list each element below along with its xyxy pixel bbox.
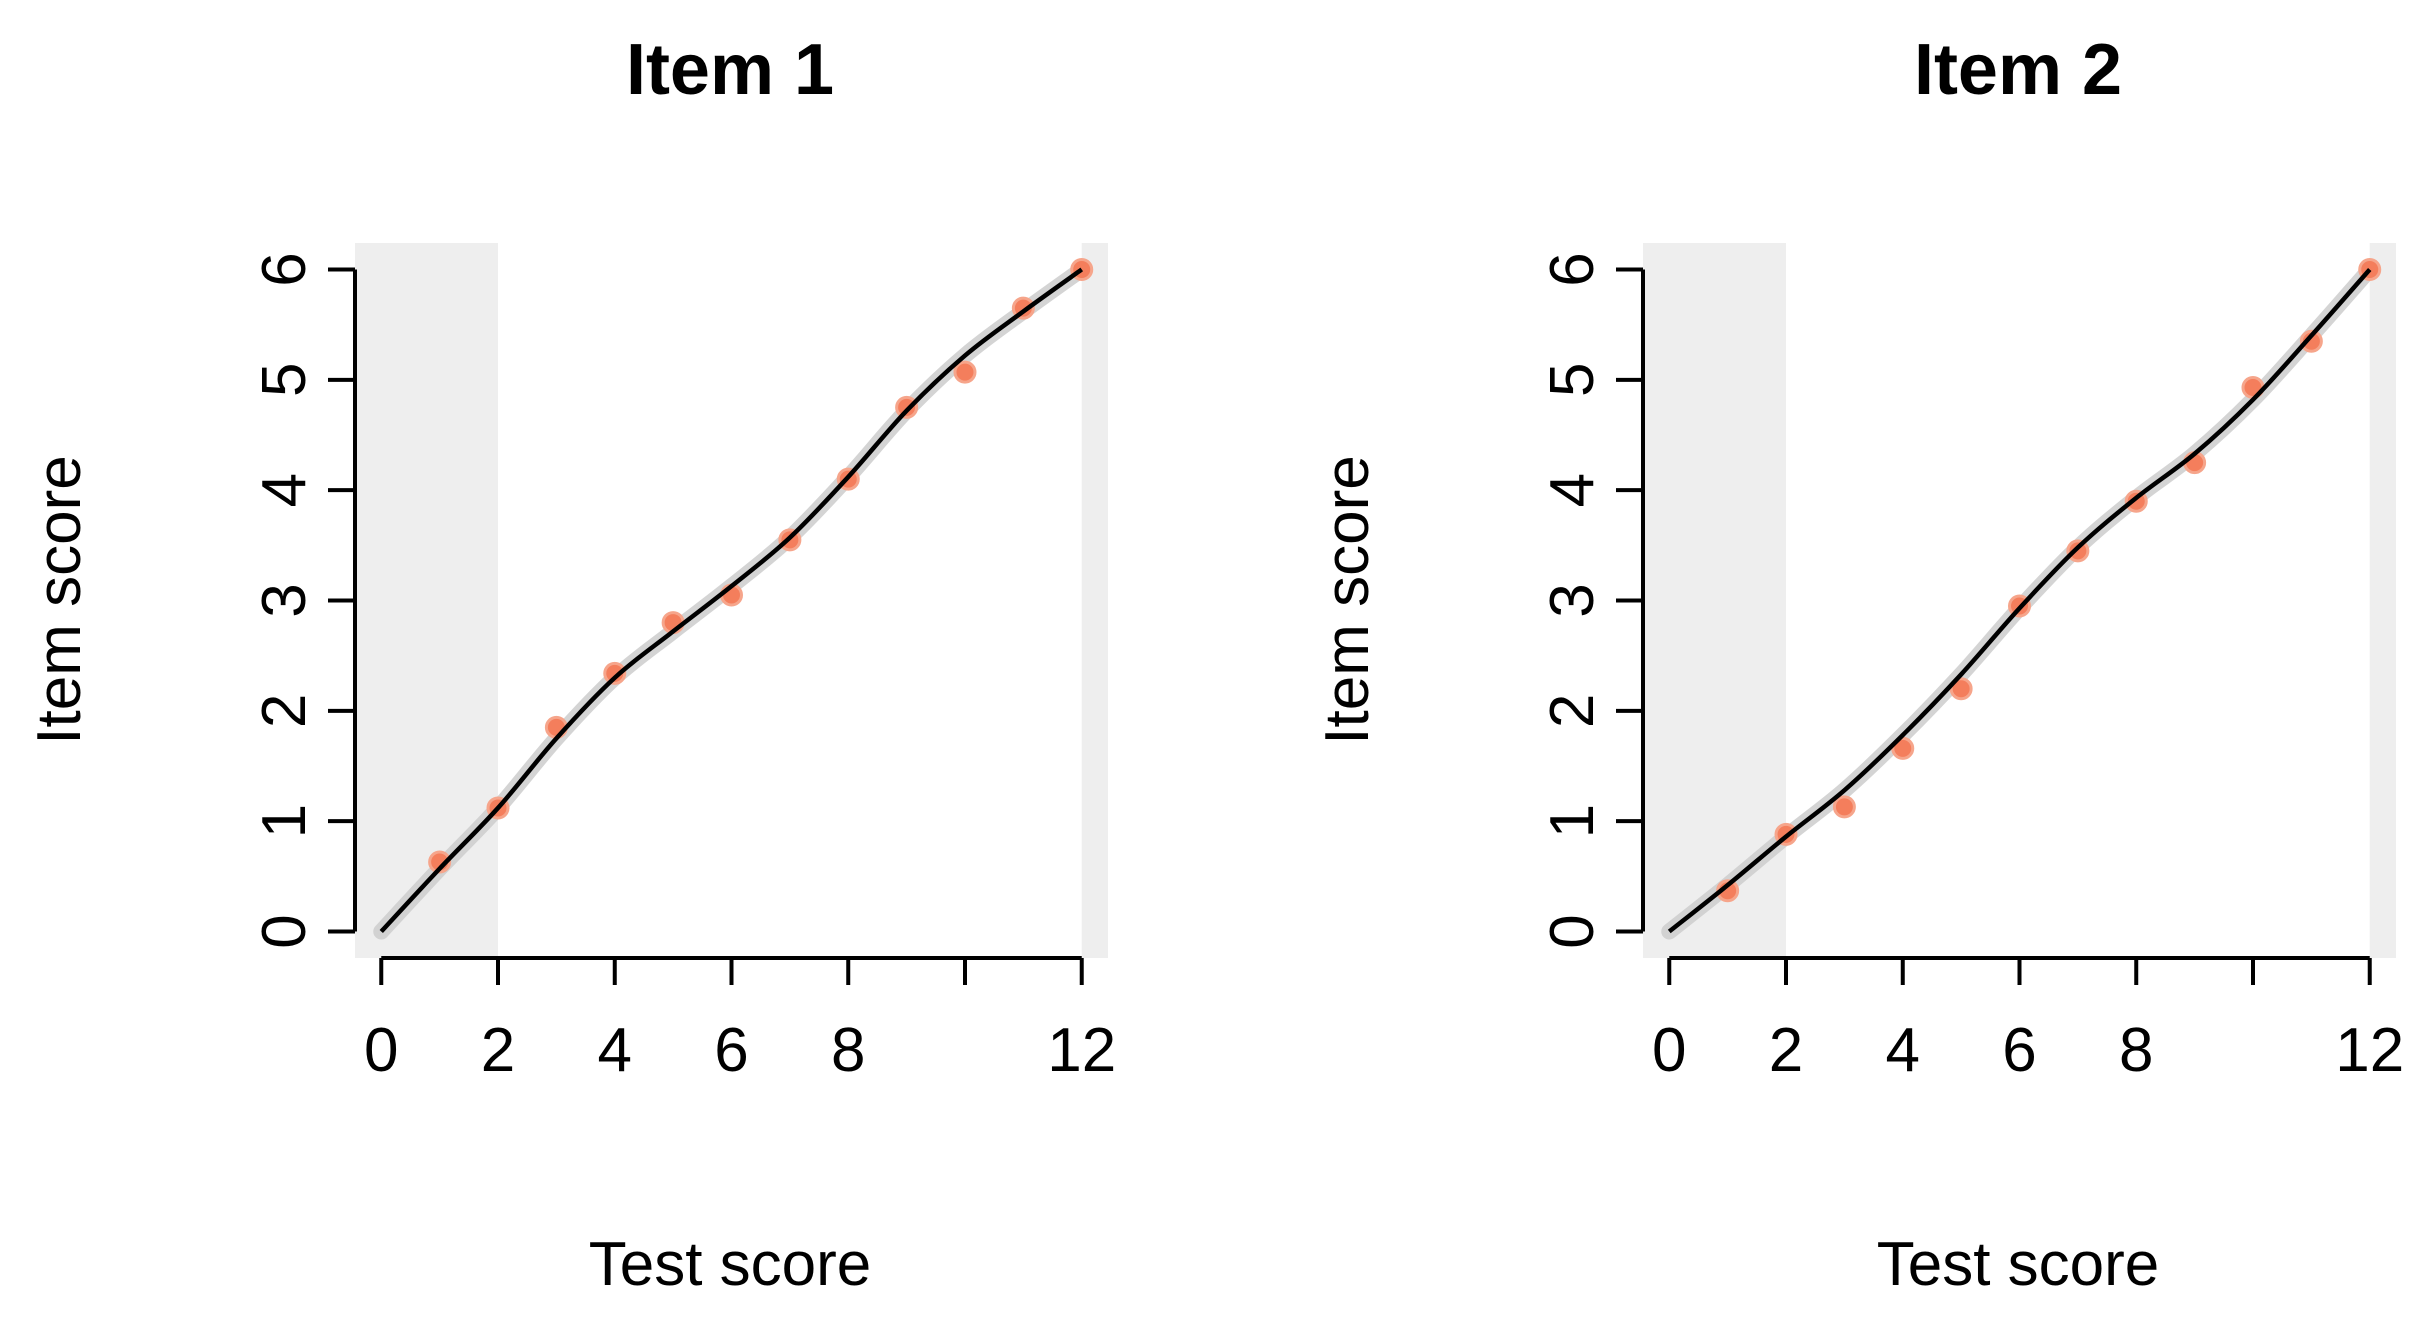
data-point xyxy=(1891,736,1915,760)
data-point xyxy=(1949,677,1973,701)
x-tick-label: 12 xyxy=(1047,1016,1116,1085)
data-point xyxy=(428,850,452,874)
y-tick-label: 2 xyxy=(1538,694,1607,728)
shaded-region xyxy=(355,243,499,958)
x-tick-label: 0 xyxy=(1652,1016,1686,1085)
shaded-region xyxy=(1081,243,1108,958)
data-point xyxy=(953,360,977,384)
y-tick-label: 1 xyxy=(1538,804,1607,838)
x-tick-label: 2 xyxy=(1769,1016,1803,1085)
shaded-region xyxy=(2369,243,2396,958)
x-tick-label: 4 xyxy=(598,1016,632,1085)
y-tick-label: 0 xyxy=(250,914,319,948)
y-tick-label: 5 xyxy=(1538,363,1607,397)
smooth-line xyxy=(379,267,1084,934)
x-tick-label: 0 xyxy=(364,1016,398,1085)
y-tick-label: 4 xyxy=(250,473,319,507)
shaded-region xyxy=(1643,243,1787,958)
y-tick-label: 6 xyxy=(1538,252,1607,286)
chart-title: Item 1 xyxy=(626,30,834,110)
x-tick-label: 6 xyxy=(714,1016,748,1085)
y-tick-label: 3 xyxy=(250,583,319,617)
y-tick-label: 4 xyxy=(1538,473,1607,507)
y-tick-label: 2 xyxy=(250,694,319,728)
smooth-line xyxy=(1667,267,2372,934)
x-tick-label: 6 xyxy=(2002,1016,2036,1085)
x-tick-label: 8 xyxy=(831,1016,865,1085)
y-tick-label: 3 xyxy=(1538,583,1607,617)
x-tick-label: 4 xyxy=(1886,1016,1920,1085)
data-point xyxy=(2299,329,2323,353)
y-tick-label: 6 xyxy=(250,252,319,286)
x-tick-label: 12 xyxy=(2335,1016,2404,1085)
y-axis-label: Item score xyxy=(25,455,94,744)
y-tick-label: 0 xyxy=(1538,914,1607,948)
x-tick-label: 8 xyxy=(2119,1016,2153,1085)
x-tick-label: 2 xyxy=(481,1016,515,1085)
x-axis-label: Test score xyxy=(1877,1230,2160,1299)
data-point xyxy=(1832,795,1856,819)
chart-title: Item 2 xyxy=(1914,30,2122,110)
data-point xyxy=(603,661,627,685)
y-tick-label: 5 xyxy=(250,363,319,397)
x-axis-label: Test score xyxy=(589,1230,872,1299)
y-axis-label: Item score xyxy=(1313,455,1382,744)
y-tick-label: 1 xyxy=(250,804,319,838)
